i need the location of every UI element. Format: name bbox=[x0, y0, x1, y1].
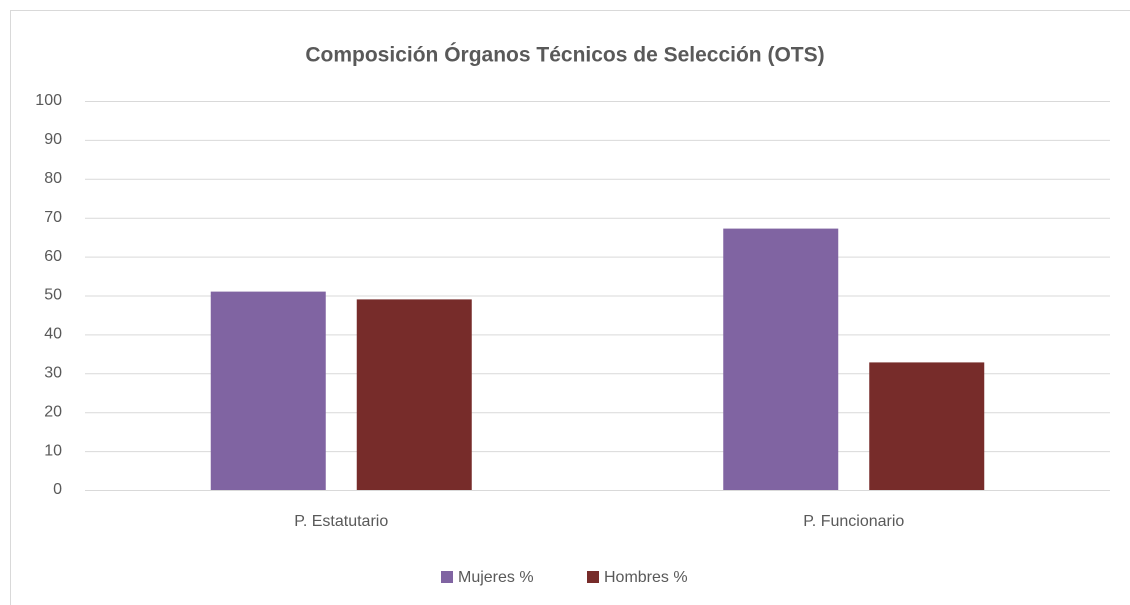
y-tick-label: 90 bbox=[44, 131, 62, 148]
chart-title: Composición Órganos Técnicos de Selecció… bbox=[305, 43, 824, 67]
bar bbox=[869, 362, 985, 490]
legend-swatch bbox=[441, 571, 453, 583]
chart-border bbox=[10, 10, 1130, 605]
y-tick-label: 80 bbox=[44, 170, 62, 187]
bar bbox=[210, 291, 326, 490]
bar bbox=[723, 228, 839, 491]
x-tick-label: P. Estatutario bbox=[294, 513, 388, 530]
y-tick-label: 60 bbox=[44, 248, 62, 265]
y-tick-label: 100 bbox=[35, 92, 62, 109]
y-tick-label: 70 bbox=[44, 209, 62, 226]
legend-swatch bbox=[587, 571, 599, 583]
y-tick-label: 50 bbox=[44, 287, 62, 304]
legend-label: Mujeres % bbox=[458, 569, 534, 586]
y-tick-label: 20 bbox=[44, 403, 62, 420]
legend-label: Hombres % bbox=[604, 569, 688, 586]
y-tick-label: 0 bbox=[53, 481, 62, 498]
bar bbox=[356, 299, 472, 490]
x-tick-label: P. Funcionario bbox=[803, 513, 904, 530]
y-tick-label: 30 bbox=[44, 365, 62, 382]
y-tick-label: 10 bbox=[44, 442, 62, 459]
y-tick-label: 40 bbox=[44, 326, 62, 343]
